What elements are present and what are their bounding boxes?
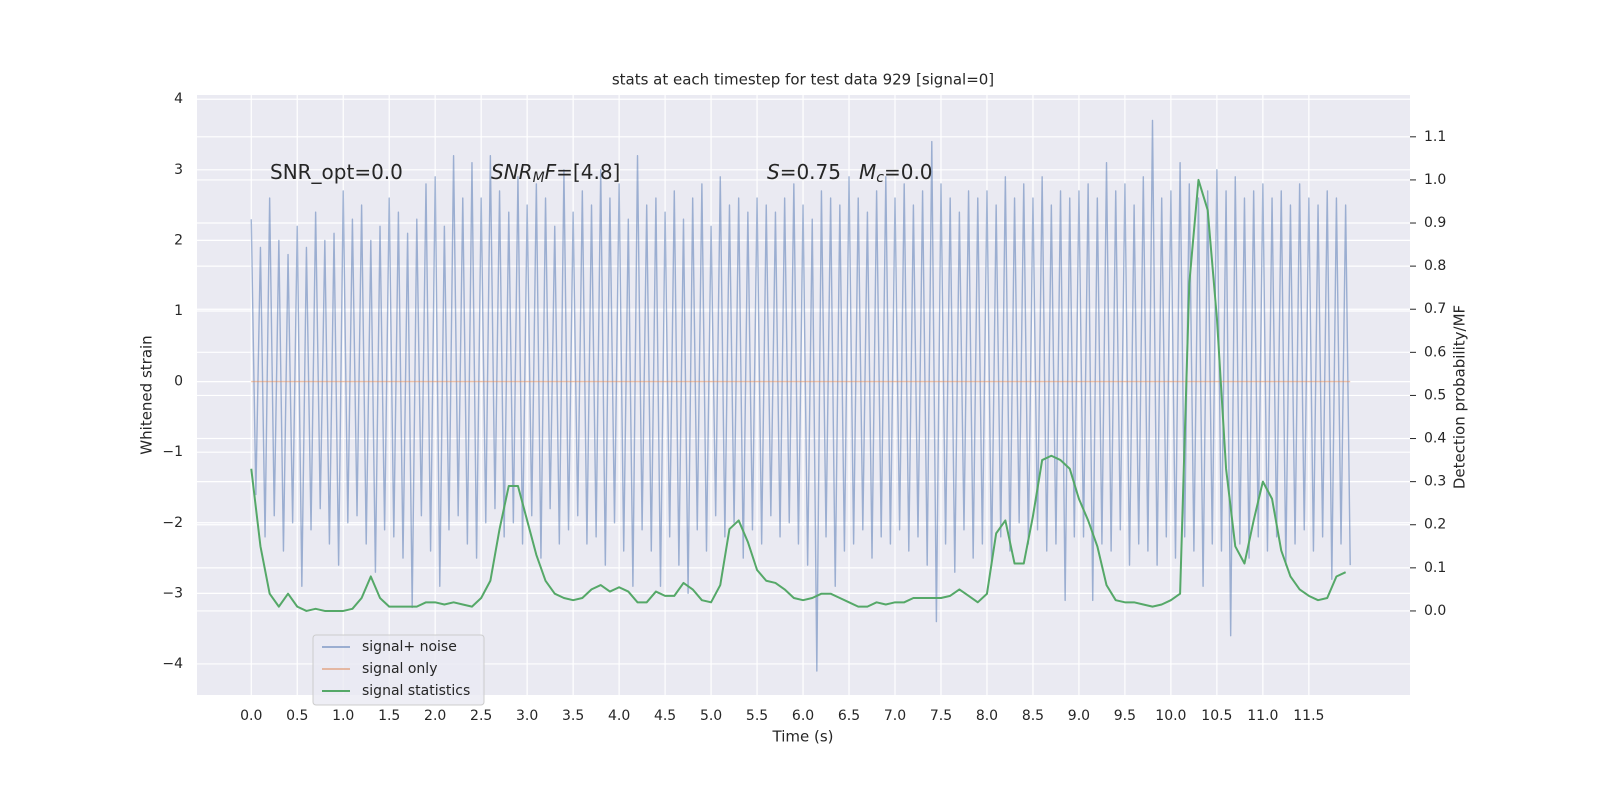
y2-tick-label: 0.4	[1424, 431, 1446, 447]
x-axis-label: Time (s)	[772, 728, 834, 746]
y-tick-label: −4	[162, 656, 183, 672]
legend-box	[312, 634, 485, 706]
y-tick-label: 2	[174, 232, 183, 248]
x-tick-label: 6.0	[792, 708, 814, 724]
legend: signal+ noise signal only signal statistic…	[312, 634, 485, 706]
x-tick-label: 1.0	[332, 708, 354, 724]
x-tick-label: 2.5	[470, 708, 492, 724]
y2-tick-label: 1.0	[1424, 172, 1446, 188]
x-tick-label: 0.0	[240, 708, 262, 724]
annotation-part: SNR_opt=0.0	[270, 160, 403, 184]
annotation-part: SNR	[491, 160, 533, 184]
annotation: S=0.75	[767, 160, 841, 184]
y2-tick-label: 0.9	[1424, 215, 1446, 231]
x-tick-label: 9.0	[1068, 708, 1090, 724]
y-axis-label: Whitened strain	[138, 335, 156, 454]
x-tick-label: 1.5	[378, 708, 400, 724]
y2-tick-label: 1.1	[1424, 129, 1446, 145]
y2-tick-label: 0.8	[1424, 258, 1446, 274]
annotation-part: M	[533, 170, 545, 186]
y-tick-label: −3	[162, 585, 183, 601]
y-tick-label: −2	[162, 515, 183, 531]
legend-label: signal+ noise	[362, 639, 457, 655]
y-tick-label: 1	[174, 303, 183, 319]
x-tick-label: 10.0	[1155, 708, 1186, 724]
x-tick-label: 3.5	[562, 708, 584, 724]
legend-label: signal statistics	[362, 683, 470, 699]
y2-tick-label: 0.0	[1424, 603, 1446, 619]
y2-tick-label: 0.1	[1424, 560, 1446, 576]
legend-label: signal only	[362, 661, 437, 677]
annotation-part: =0.75	[780, 160, 841, 184]
x-tick-label: 8.5	[1022, 708, 1044, 724]
chart-title: stats at each timestep for test data 929…	[612, 71, 994, 89]
x-tick-label: 0.5	[286, 708, 308, 724]
x-tick-label: 3.0	[516, 708, 538, 724]
x-tick-label: 11.5	[1293, 708, 1324, 724]
annotation: SNR_opt=0.0	[270, 160, 403, 184]
annotation-part: S	[767, 160, 780, 184]
annotation-part: M	[859, 160, 876, 184]
x-tick-label: 2.0	[424, 708, 446, 724]
x-tick-label: 6.5	[838, 708, 860, 724]
annotation-part: F	[545, 160, 557, 184]
x-tick-label: 7.5	[930, 708, 952, 724]
x-tick-label: 7.0	[884, 708, 906, 724]
series-line	[250, 178, 1347, 612]
y2-axis-label: Detection probability/MF	[1451, 305, 1469, 489]
annotation: SNRMF=[4.8]	[491, 160, 620, 187]
annotation-part: c	[876, 170, 884, 186]
x-tick-label: 5.5	[746, 708, 768, 724]
x-tick-label: 4.0	[608, 708, 630, 724]
y2-tick-label: 0.5	[1424, 387, 1446, 403]
x-tick-label: 5.0	[700, 708, 722, 724]
series-line	[250, 119, 1351, 672]
x-tick-label: 4.5	[654, 708, 676, 724]
annotation-part: =0.0	[884, 160, 933, 184]
x-tick-label: 11.0	[1247, 708, 1278, 724]
y2-tick-label: 0.3	[1424, 474, 1446, 490]
annotation-part: =[4.8]	[556, 160, 620, 184]
y2-tick-label: 0.6	[1424, 344, 1446, 360]
x-tick-label: 9.5	[1114, 708, 1136, 724]
y-tick-label: −1	[162, 444, 183, 460]
annotation: Mc=0.0	[859, 160, 933, 187]
y-tick-label: 0	[174, 374, 183, 390]
y-tick-label: 4	[174, 91, 183, 107]
y2-tick-label: 0.7	[1424, 301, 1446, 317]
y2-tick-label: 0.2	[1424, 517, 1446, 533]
x-tick-label: 10.5	[1201, 708, 1232, 724]
x-tick-label: 8.0	[976, 708, 998, 724]
y-tick-label: 3	[174, 162, 183, 178]
